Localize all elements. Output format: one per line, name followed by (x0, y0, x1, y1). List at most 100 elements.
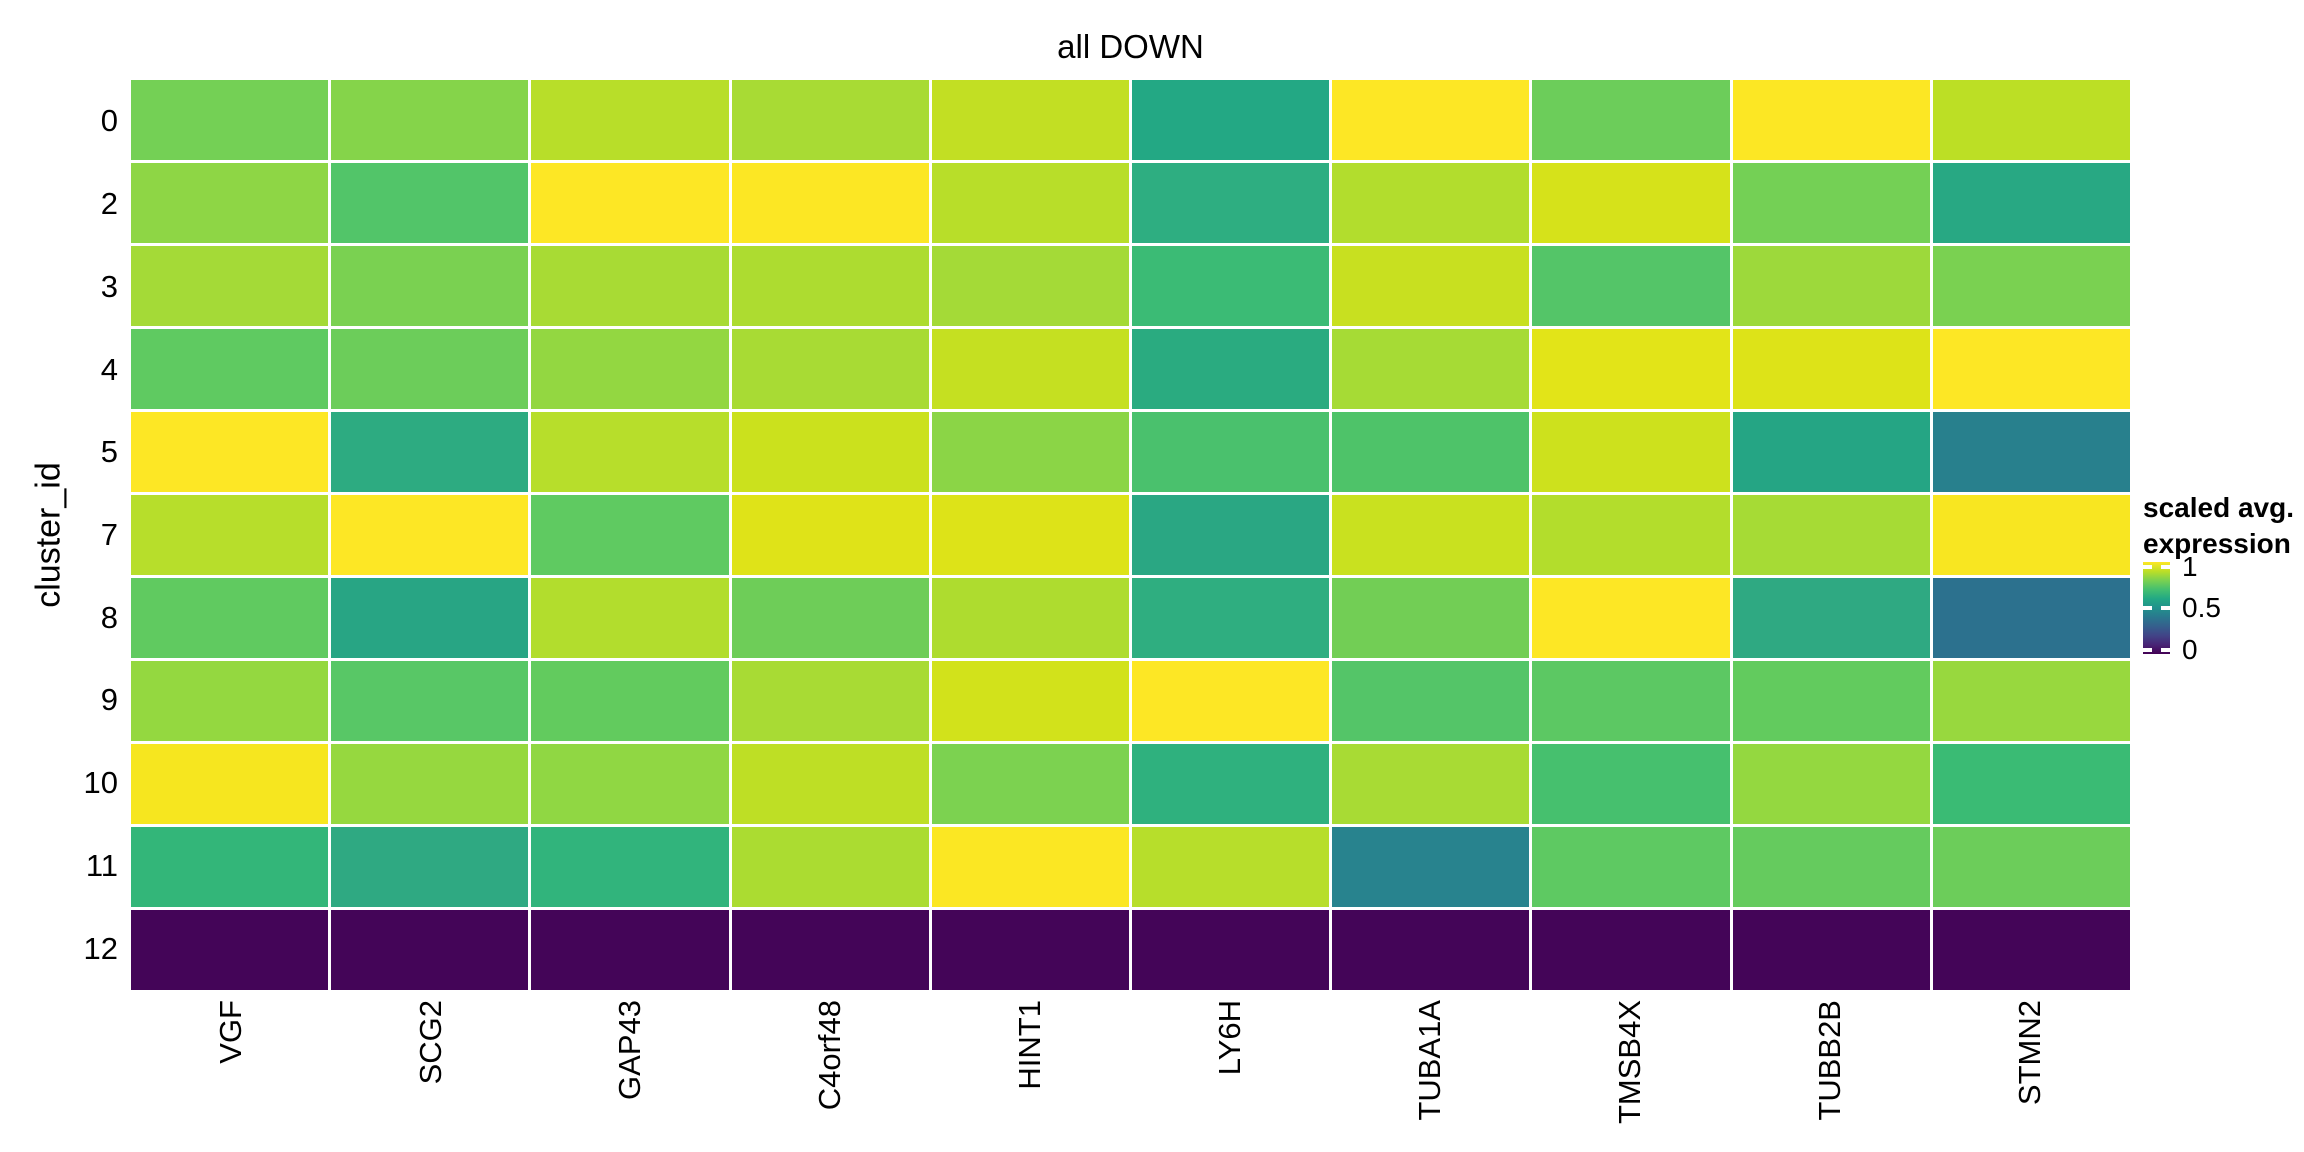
heatmap-cell (531, 578, 729, 658)
heatmap-cell (1332, 329, 1530, 409)
heatmap-cell (1932, 744, 2130, 824)
x-axis-labels: VGF SCG2 GAP43 C4orf48 HINT1 LY6H TUBA1A TMSB4X… (131, 1000, 2130, 1152)
legend-tick-label: 1 (2182, 550, 2198, 582)
heatmap-cell (531, 412, 729, 492)
heatmap-cell (1131, 163, 1330, 243)
heatmap-cell (1532, 827, 1730, 907)
y-axis-labels: 0 2 3 4 5 7 8 9 10 11 12 (0, 80, 118, 990)
heatmap-cell (531, 246, 729, 326)
heatmap-cell (1732, 827, 1930, 907)
heatmap-cell (1131, 910, 1330, 990)
heatmap-cell (1732, 495, 1930, 575)
y-tick-label: 9 (100, 682, 118, 718)
heatmap-cell (1332, 495, 1530, 575)
heatmap-cell (131, 163, 329, 243)
heatmap-cell (1532, 578, 1730, 658)
heatmap-cell (1732, 246, 1930, 326)
heatmap-cell (1131, 827, 1330, 907)
x-tick-label: TUBA1A (1412, 1000, 1448, 1121)
x-tick-label: TUBB2B (1811, 1000, 1847, 1121)
heatmap-cell (331, 495, 529, 575)
y-tick-label: 10 (83, 765, 118, 801)
heatmap-cell (731, 163, 929, 243)
heatmap-cell (531, 80, 729, 160)
heatmap-cell (1732, 329, 1930, 409)
heatmap-cell (1131, 661, 1330, 741)
heatmap-cell (1732, 910, 1930, 990)
heatmap-cell (1932, 661, 2130, 741)
heatmap-cell (1532, 412, 1730, 492)
y-tick-label: 12 (83, 930, 118, 966)
heatmap-cell (931, 661, 1129, 741)
heatmap-cell (931, 827, 1129, 907)
heatmap-cell (1131, 578, 1330, 658)
legend-title-line1: scaled avg. (2143, 492, 2294, 523)
legend-title-line2: expression (2143, 528, 2291, 559)
x-tick-label: HINT1 (1012, 1000, 1048, 1090)
heatmap-cell (731, 661, 929, 741)
heatmap-cell (931, 744, 1129, 824)
x-tick-label: LY6H (1212, 1000, 1248, 1076)
x-tick-label: VGF (212, 1000, 248, 1064)
heatmap-cell (931, 246, 1129, 326)
y-tick-label: 3 (100, 268, 118, 304)
heatmap-cell (731, 744, 929, 824)
heatmap-cell (731, 329, 929, 409)
heatmap-cell (1332, 744, 1530, 824)
legend-tick-mark (2143, 648, 2152, 653)
heatmap-cell (531, 329, 729, 409)
heatmap-cell (731, 80, 929, 160)
heatmap-cell (1932, 495, 2130, 575)
heatmap-cell (1732, 80, 1930, 160)
heatmap-cell (1131, 246, 1330, 326)
heatmap-cell (1732, 163, 1930, 243)
x-tick-label: GAP43 (612, 1000, 648, 1100)
heatmap-cell (1932, 163, 2130, 243)
heatmap-cell (331, 827, 529, 907)
heatmap-cell (1732, 661, 1930, 741)
heatmap-cell (531, 163, 729, 243)
heatmap-cell (1532, 661, 1730, 741)
heatmap-cell (331, 910, 529, 990)
legend-tick-mark (2161, 606, 2170, 611)
heatmap-cell (531, 495, 729, 575)
heatmap-cell (1932, 412, 2130, 492)
heatmap-cell (131, 246, 329, 326)
heatmap-cell (131, 827, 329, 907)
heatmap-cell (131, 578, 329, 658)
heatmap-cell (331, 744, 529, 824)
heatmap-cell (731, 827, 929, 907)
heatmap-cell (1332, 578, 1530, 658)
heatmap-cell (1732, 744, 1930, 824)
y-tick-label: 11 (85, 847, 118, 883)
heatmap-cell (931, 578, 1129, 658)
x-tick-label: SCG2 (412, 1000, 448, 1085)
heatmap-cell (1932, 80, 2130, 160)
legend-tick-label: 0 (2182, 634, 2198, 666)
heatmap-cell (1131, 495, 1330, 575)
y-tick-label: 7 (100, 516, 118, 552)
heatmap-cell (1932, 578, 2130, 658)
heatmap-cell (1332, 910, 1530, 990)
legend-tick-label: 0.5 (2182, 592, 2221, 624)
heatmap-cell (131, 80, 329, 160)
heatmap-cell (1532, 246, 1730, 326)
heatmap-cell (931, 910, 1129, 990)
heatmap-cell (1131, 412, 1330, 492)
heatmap-cell (931, 412, 1129, 492)
heatmap-cell (1932, 246, 2130, 326)
heatmap-cell (1332, 661, 1530, 741)
legend-tick-mark (2161, 648, 2170, 653)
heatmap-cell (1932, 329, 2130, 409)
heatmap-cell (131, 910, 329, 990)
heatmap-cell (1131, 80, 1330, 160)
heatmap-cell (1332, 80, 1530, 160)
heatmap-cell (331, 578, 529, 658)
heatmap-cell (1932, 910, 2130, 990)
heatmap-cell (931, 80, 1129, 160)
heatmap-cell (1332, 412, 1530, 492)
heatmap-cell (731, 578, 929, 658)
heatmap-cell (131, 744, 329, 824)
y-tick-label: 0 (100, 103, 118, 139)
